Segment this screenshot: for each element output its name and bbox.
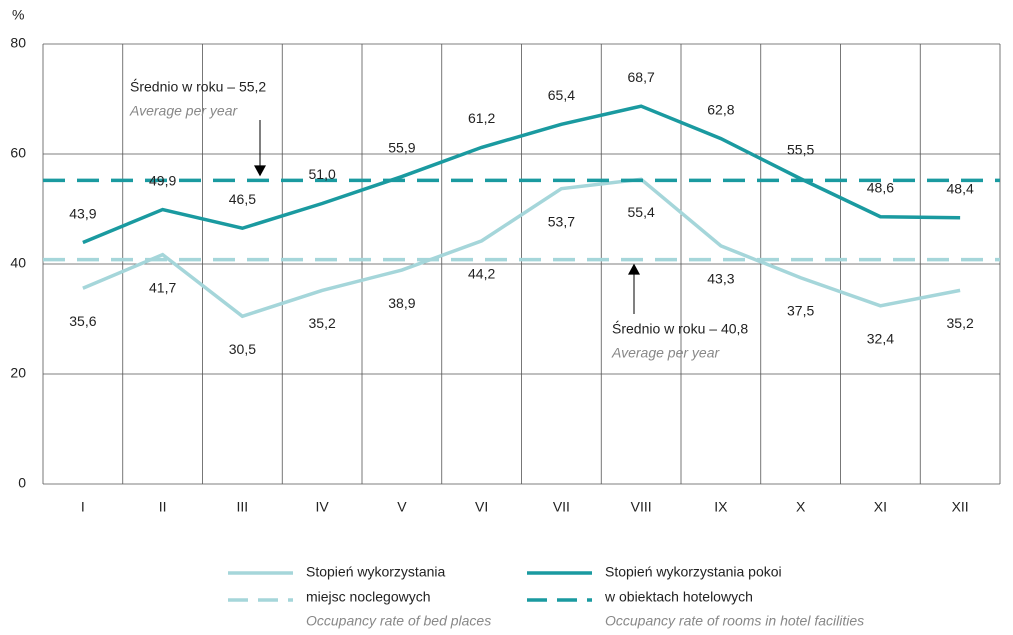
data-label: 61,2 xyxy=(468,110,495,126)
annotation: Średnio w roku – 40,8 xyxy=(612,320,748,337)
annotation-en: Average per year xyxy=(611,345,720,361)
x-tick-label: II xyxy=(159,499,167,515)
x-tick-label: IX xyxy=(714,499,728,515)
x-tick-label: I xyxy=(81,499,85,515)
legend-label: w obiektach hotelowych xyxy=(604,589,753,605)
y-tick-label: 0 xyxy=(18,475,26,491)
x-tick-label: X xyxy=(796,499,806,515)
x-tick-label: VIII xyxy=(631,499,652,515)
x-tick-label: XI xyxy=(874,499,887,515)
series-line xyxy=(82,177,961,319)
legend-label: Stopień wykorzystania xyxy=(306,564,446,580)
y-tick-label: 80 xyxy=(10,35,26,51)
legend-label-en: Occupancy rate of rooms in hotel facilit… xyxy=(605,613,864,629)
data-label: 48,6 xyxy=(867,179,894,195)
y-axis-label: % xyxy=(12,7,24,23)
legend-label: Stopień wykorzystania pokoi xyxy=(605,564,782,580)
data-label: 51,0 xyxy=(309,166,336,182)
data-label: 68,7 xyxy=(628,69,655,85)
data-label: 37,5 xyxy=(787,302,814,318)
data-label: 43,9 xyxy=(69,205,96,221)
legend-label: miejsc noclegowych xyxy=(306,589,431,605)
y-tick-label: 40 xyxy=(10,255,26,271)
y-tick-label: 60 xyxy=(10,145,26,161)
x-tick-label: XII xyxy=(952,499,969,515)
data-label: 35,2 xyxy=(309,315,336,331)
arrow-head xyxy=(628,263,640,275)
data-label: 46,5 xyxy=(229,191,256,207)
data-label: 55,9 xyxy=(388,139,415,155)
y-tick-label: 20 xyxy=(10,365,26,381)
data-label: 62,8 xyxy=(707,101,734,117)
arrow-head xyxy=(254,165,266,177)
x-tick-label: VII xyxy=(553,499,570,515)
annotation-en: Average per year xyxy=(129,103,238,119)
data-label: 48,4 xyxy=(947,181,974,197)
x-tick-label: V xyxy=(397,499,407,515)
data-label: 49,9 xyxy=(149,172,176,188)
data-label: 35,2 xyxy=(947,315,974,331)
data-label: 30,5 xyxy=(229,341,256,357)
legend-label-en: Occupancy rate of bed places xyxy=(306,613,491,629)
data-label: 65,4 xyxy=(548,87,575,103)
x-tick-label: III xyxy=(237,499,249,515)
data-label: 44,2 xyxy=(468,266,495,282)
series-line xyxy=(82,104,961,245)
x-tick-label: IV xyxy=(316,499,330,515)
data-label: 43,3 xyxy=(707,271,734,287)
data-label: 41,7 xyxy=(149,279,176,295)
data-label: 35,6 xyxy=(69,313,96,329)
x-tick-label: VI xyxy=(475,499,488,515)
data-label: 55,5 xyxy=(787,141,814,157)
data-label: 53,7 xyxy=(548,213,575,229)
data-label: 55,4 xyxy=(628,204,655,220)
data-label: 32,4 xyxy=(867,331,894,347)
data-label: 38,9 xyxy=(388,295,415,311)
annotation: Średnio w roku – 55,2 xyxy=(130,78,266,95)
